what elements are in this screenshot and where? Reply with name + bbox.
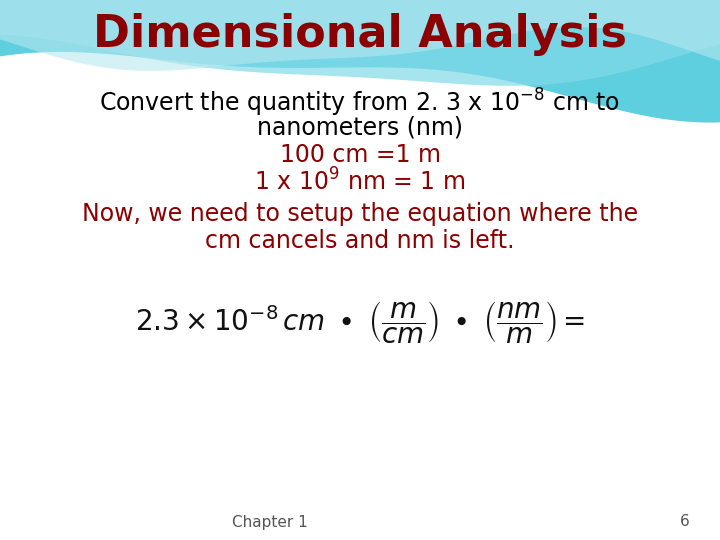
Text: Chapter 1: Chapter 1 (232, 515, 308, 530)
Polygon shape (0, 0, 720, 123)
Polygon shape (0, 0, 720, 71)
Text: cm cancels and nm is left.: cm cancels and nm is left. (205, 229, 515, 253)
Text: 100 cm =1 m: 100 cm =1 m (279, 143, 441, 167)
Text: nanometers (nm): nanometers (nm) (257, 116, 463, 140)
Text: Convert the quantity from 2. 3 x 10$^{-8}$ cm to: Convert the quantity from 2. 3 x 10$^{-8… (99, 87, 621, 119)
Polygon shape (0, 0, 720, 86)
Text: 1 x 10$^{9}$ nm = 1 m: 1 x 10$^{9}$ nm = 1 m (254, 168, 466, 195)
Text: Dimensional Analysis: Dimensional Analysis (93, 14, 627, 57)
Text: Now, we need to setup the equation where the: Now, we need to setup the equation where… (82, 202, 638, 226)
Text: 6: 6 (680, 515, 690, 530)
Text: $2.3\times10^{-8}\,cm\;\bullet\;\left(\dfrac{m}{cm}\right)\;\bullet\;\left(\dfra: $2.3\times10^{-8}\,cm\;\bullet\;\left(\d… (135, 299, 585, 345)
